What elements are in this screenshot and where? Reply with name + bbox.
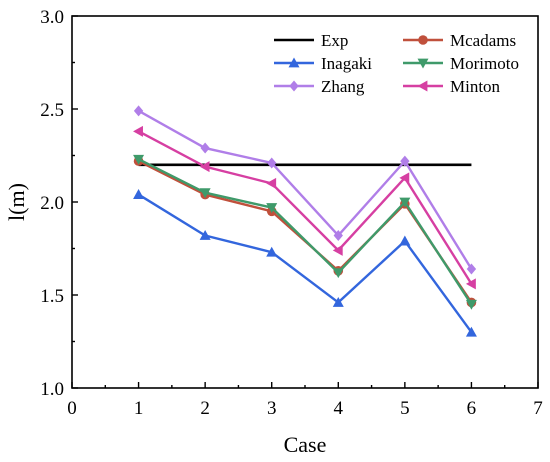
series-layer — [133, 105, 477, 337]
data-point-inagaki — [199, 229, 211, 240]
x-axis-title: Case — [284, 432, 327, 457]
data-point-inagaki — [266, 246, 278, 257]
legend-label-exp: Exp — [321, 31, 348, 50]
legend-marker-morimoto — [417, 58, 429, 69]
x-tick-label: 6 — [467, 398, 477, 419]
x-tick-label: 4 — [334, 398, 344, 419]
y-tick-label: 1.0 — [40, 379, 64, 400]
legend-label-morimoto: Morimoto — [450, 54, 519, 73]
y-tick-label: 1.5 — [40, 286, 64, 307]
x-tick-label: 5 — [400, 398, 410, 419]
data-point-minton — [465, 278, 476, 290]
legend: Exp Mcadams Inagaki Morimoto Zhang Minton — [274, 31, 519, 96]
series-line-morimoto — [138, 158, 473, 305]
legend-item-inagaki: Inagaki — [274, 54, 372, 73]
legend-item-morimoto: Morimoto — [403, 54, 519, 73]
data-point-minton — [199, 161, 210, 173]
data-point-inagaki — [465, 326, 477, 337]
data-point-morimoto — [199, 188, 211, 199]
data-point-zhang — [133, 105, 144, 117]
series-inagaki — [133, 189, 477, 337]
series-line-mcadams — [138, 160, 473, 304]
legend-item-mcadams: Mcadams — [403, 31, 516, 50]
axes: 0 1 2 3 4 5 6 7 1.0 1.5 2.0 2.5 3.0 — [40, 7, 543, 419]
data-point-morimoto — [399, 197, 411, 208]
legend-label-zhang: Zhang — [321, 77, 365, 96]
data-point-inagaki — [399, 235, 411, 246]
legend-marker-inagaki — [288, 57, 300, 68]
x-tick-label: 3 — [267, 398, 277, 419]
data-point-minton — [133, 125, 143, 137]
x-tick-label: 1 — [134, 398, 144, 419]
series-line-zhang — [137, 109, 473, 270]
y-tick-label: 2.0 — [40, 193, 64, 214]
data-point-zhang — [400, 155, 410, 167]
legend-label-inagaki: Inagaki — [321, 54, 372, 73]
legend-label-minton: Minton — [450, 77, 501, 96]
legend-marker-zhang — [289, 80, 299, 92]
data-point-inagaki — [133, 189, 145, 199]
data-point-inagaki — [332, 296, 344, 307]
legend-item-minton: Minton — [403, 77, 501, 96]
data-point-minton — [332, 244, 343, 256]
legend-label-mcadams: Mcadams — [450, 31, 516, 50]
x-tick-label: 0 — [67, 398, 77, 419]
y-axis-title: l(m) — [4, 183, 29, 221]
legend-marker-minton — [417, 80, 428, 92]
data-point-morimoto — [465, 299, 477, 310]
series-line-inagaki — [137, 193, 473, 333]
data-point-minton — [399, 172, 410, 184]
y-tick-label: 2.5 — [40, 100, 64, 121]
data-point-zhang — [466, 263, 477, 275]
legend-marker-mcadams — [418, 35, 428, 45]
legend-item-exp: Exp — [274, 31, 348, 50]
data-point-morimoto — [133, 154, 145, 165]
x-tick-label: 7 — [533, 398, 543, 419]
y-tick-label: 3.0 — [40, 7, 64, 28]
data-point-zhang — [200, 142, 210, 154]
series-line-minton — [138, 130, 473, 285]
data-point-morimoto — [332, 268, 344, 279]
data-point-morimoto — [266, 203, 278, 214]
data-point-minton — [266, 177, 277, 189]
series-zhang — [133, 105, 477, 275]
data-point-zhang — [333, 229, 343, 241]
series-minton — [133, 125, 476, 290]
series-morimoto — [133, 154, 477, 310]
legend-item-zhang: Zhang — [274, 77, 365, 96]
data-point-zhang — [267, 157, 277, 169]
x-tick-label: 2 — [200, 398, 210, 419]
